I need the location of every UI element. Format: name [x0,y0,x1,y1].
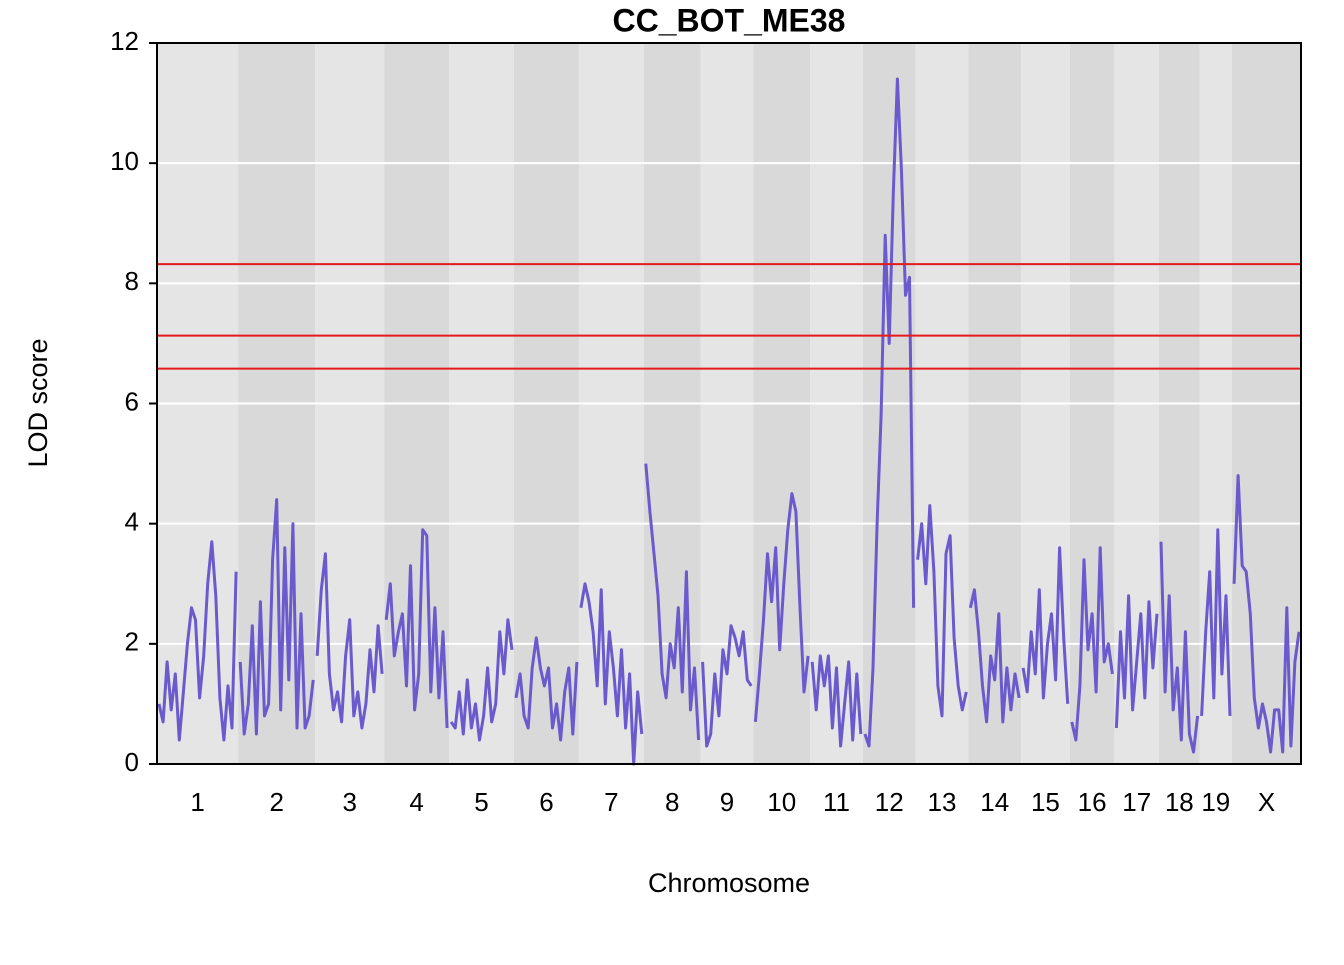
x-tick-label: 8 [665,787,679,817]
chart-title: CC_BOT_ME38 [613,2,846,38]
x-tick-label: 7 [604,787,618,817]
lod-curve [1021,546,1070,704]
x-tick-label: 10 [767,787,796,817]
y-tick-label: 0 [125,747,139,777]
x-tick-label: 9 [720,787,734,817]
lod-curve [1114,594,1159,729]
y-tick-label: 4 [125,507,139,537]
lod-curve [1232,474,1301,754]
x-tick-label: 2 [269,787,283,817]
lod-curve [916,504,968,718]
lod-curve [644,463,701,741]
lod-curve [579,582,644,766]
y-tick-label: 12 [110,26,139,56]
lod-curve [238,498,315,736]
lod-curves [157,77,1301,766]
lod-curve [449,618,514,742]
x-tick-label: 18 [1165,787,1194,817]
lod-curve [1159,541,1200,754]
x-tick-label: 16 [1078,787,1107,817]
lod-curve [810,654,863,748]
x-axis-label: Chromosome [648,868,810,898]
lod-curve [701,624,753,748]
lod-curve [514,636,579,742]
lod-curve [753,492,810,723]
thresholds [157,263,1301,370]
x-tick-label: X [1258,787,1275,817]
lod-curve [1200,528,1232,716]
y-axis-label: LOD score [23,338,53,467]
x-tick-label: 3 [342,787,356,817]
x-tick-label: 1 [190,787,204,817]
x-tick-label: 4 [409,787,423,817]
lod-curve [1070,546,1114,742]
x-tick-label: 5 [474,787,488,817]
x-tick-label: 14 [980,787,1009,817]
lod-curve [863,77,916,748]
lod-curve [968,588,1021,724]
x-tick-label: 13 [928,787,957,817]
y-tick-label: 2 [125,627,139,657]
x-tick-label: 11 [823,787,850,817]
x-tick-label: 12 [875,787,904,817]
y-tick-label: 6 [125,386,139,416]
y-tick-label: 10 [110,146,139,176]
x-tick-label: 17 [1122,787,1151,817]
y-tick-label: 8 [125,266,139,296]
lod-curve [315,552,384,730]
x-tick-label: 15 [1031,787,1060,817]
lod-curve [384,528,449,729]
x-tick-label: 6 [539,787,553,817]
x-tick-label: 19 [1201,787,1230,817]
lod-curve [157,540,238,742]
